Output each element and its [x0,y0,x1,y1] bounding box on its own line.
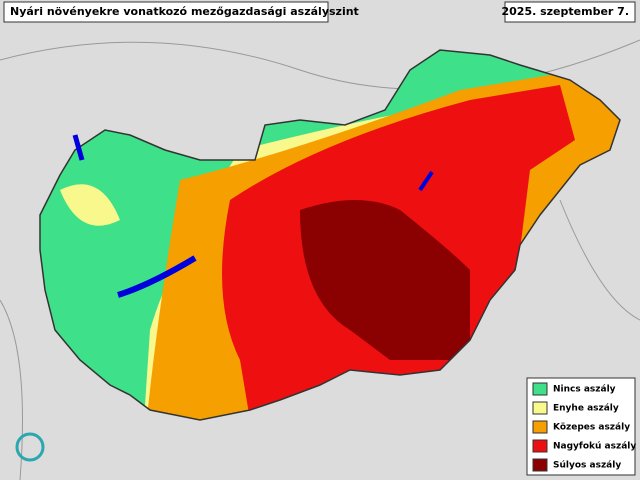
legend-items: Nincs aszály Enyhe aszály Közepes aszály Na… [532,382,636,472]
legend-label: Enyhe aszály [553,404,619,414]
legend-swatch [532,382,548,396]
lake-ferto [72,134,85,161]
legend-swatch [532,439,548,453]
logo [15,432,45,462]
legend-label: Súlyos aszály [553,461,621,471]
legend-swatch [532,420,548,434]
title-box [3,1,329,23]
legend-label: Közepes aszály [553,423,630,433]
lake-tisza [418,170,434,192]
title: Nyári növényekre vonatkozó mezőgazdasági… [10,5,359,18]
date: 2025. szeptember 7. [501,5,629,18]
country-outline [39,49,621,421]
legend-label: Nincs aszály [553,385,616,395]
legend-label: Nagyfokú aszály [553,442,636,452]
legend-swatch [532,401,548,415]
date-box [504,1,636,23]
legend-swatch [532,458,548,472]
area-extreme [300,200,470,360]
lake-balaton [117,255,197,298]
